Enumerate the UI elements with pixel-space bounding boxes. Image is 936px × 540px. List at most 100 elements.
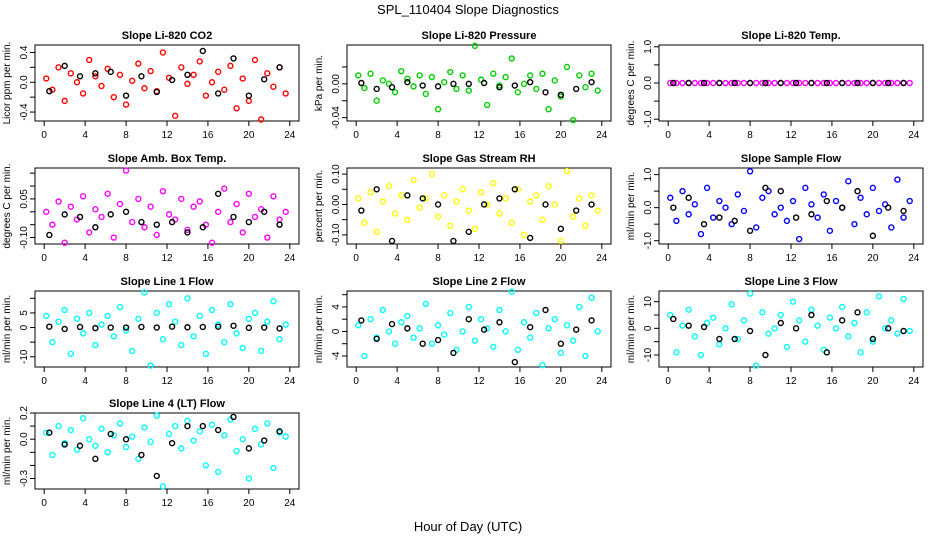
data-point bbox=[270, 193, 277, 200]
x-tick-label: 12 bbox=[473, 253, 485, 264]
black-data-point bbox=[777, 319, 784, 327]
x-tick-label: 12 bbox=[161, 376, 173, 387]
data-point bbox=[208, 239, 216, 246]
data-point bbox=[906, 197, 913, 205]
data-point bbox=[264, 318, 271, 325]
data-point bbox=[245, 97, 253, 105]
x-tick-label: 4 bbox=[394, 253, 400, 264]
data-point bbox=[141, 424, 148, 431]
data-point bbox=[367, 315, 374, 323]
black-data-point bbox=[153, 221, 160, 228]
data-point bbox=[900, 214, 907, 221]
panel-title: Slope Line 3 Flow bbox=[745, 276, 838, 288]
figure-title: SPL_110404 Slope Diagnostics bbox=[377, 2, 559, 17]
data-point bbox=[588, 70, 595, 77]
black-data-point bbox=[261, 437, 268, 444]
x-tick-label: 24 bbox=[908, 130, 920, 141]
data-point bbox=[881, 325, 889, 332]
data-point bbox=[404, 312, 411, 320]
data-point bbox=[490, 179, 497, 187]
data-point bbox=[679, 79, 686, 87]
series-points bbox=[43, 289, 289, 369]
data-point bbox=[239, 436, 246, 443]
black-data-point bbox=[885, 204, 892, 211]
x-tick-label: 24 bbox=[596, 253, 608, 264]
x-tick-label: 8 bbox=[435, 253, 441, 264]
data-point bbox=[116, 200, 124, 208]
data-point bbox=[98, 213, 105, 221]
data-point bbox=[135, 195, 142, 203]
y-tick-label: 0.00 bbox=[331, 74, 342, 94]
data-point bbox=[783, 79, 791, 87]
data-point bbox=[61, 239, 68, 246]
y-axis: -10 0 5 bbox=[19, 297, 36, 364]
data-point bbox=[545, 105, 552, 113]
data-point bbox=[447, 309, 454, 317]
data-point bbox=[582, 84, 589, 91]
black-data-point bbox=[480, 201, 488, 208]
data-point bbox=[141, 224, 148, 231]
black-data-point bbox=[404, 78, 411, 86]
data-point bbox=[888, 79, 895, 87]
data-point bbox=[208, 421, 216, 428]
data-point bbox=[86, 436, 93, 443]
data-point bbox=[122, 167, 130, 174]
data-point bbox=[251, 56, 259, 64]
data-point bbox=[398, 192, 405, 199]
data-point bbox=[563, 322, 571, 329]
data-point bbox=[710, 314, 717, 321]
series-points bbox=[355, 288, 601, 369]
black-data-point bbox=[230, 55, 237, 62]
x-tick-label: 20 bbox=[555, 376, 567, 387]
black-data-point bbox=[230, 322, 237, 329]
black-data-point bbox=[557, 225, 565, 233]
black-data-point bbox=[854, 309, 861, 316]
data-point bbox=[404, 75, 411, 82]
black-data-point bbox=[76, 323, 84, 331]
data-point bbox=[190, 333, 197, 340]
x-axis: 0 4 8 12 16 20 24 bbox=[353, 120, 608, 141]
data-point bbox=[92, 73, 99, 80]
data-point bbox=[820, 191, 827, 198]
x-tick-label: 8 bbox=[435, 376, 441, 387]
data-point bbox=[122, 101, 130, 108]
black-data-point bbox=[153, 324, 160, 331]
black-data-point bbox=[731, 217, 738, 225]
data-point bbox=[391, 89, 399, 96]
y-tick-label: 4 bbox=[331, 304, 342, 310]
black-data-point bbox=[557, 91, 565, 99]
data-point bbox=[416, 72, 423, 79]
data-point bbox=[245, 475, 253, 482]
data-point bbox=[79, 90, 87, 97]
data-point bbox=[410, 176, 417, 184]
data-point bbox=[716, 197, 723, 205]
black-data-point bbox=[199, 323, 207, 331]
data-point bbox=[404, 216, 411, 223]
data-point bbox=[802, 338, 809, 345]
data-point bbox=[270, 464, 277, 472]
x-axis: 0 4 8 12 16 20 24 bbox=[353, 366, 608, 387]
black-data-point bbox=[168, 439, 176, 447]
data-point bbox=[465, 207, 472, 214]
black-data-point bbox=[685, 79, 692, 87]
black-data-point bbox=[245, 324, 253, 332]
x-tick-label: 4 bbox=[394, 130, 400, 141]
data-point bbox=[771, 79, 778, 87]
data-point bbox=[196, 428, 203, 435]
panel: Slope Amb. Box Temp. 0 4 8 12 16 20 24 -0.10 0.05… bbox=[2, 153, 300, 264]
data-point bbox=[116, 71, 124, 79]
black-data-point bbox=[808, 311, 815, 319]
data-point bbox=[159, 336, 167, 343]
data-point bbox=[551, 77, 558, 84]
black-data-point bbox=[261, 208, 268, 215]
x-tick-label: 24 bbox=[284, 253, 296, 264]
black-data-point bbox=[496, 84, 503, 91]
data-point bbox=[539, 361, 546, 369]
data-point bbox=[129, 77, 136, 84]
data-point bbox=[679, 187, 686, 195]
data-point bbox=[171, 422, 179, 430]
data-point bbox=[734, 79, 741, 87]
series-points bbox=[355, 42, 601, 124]
data-point bbox=[894, 176, 901, 183]
data-point bbox=[379, 198, 387, 205]
